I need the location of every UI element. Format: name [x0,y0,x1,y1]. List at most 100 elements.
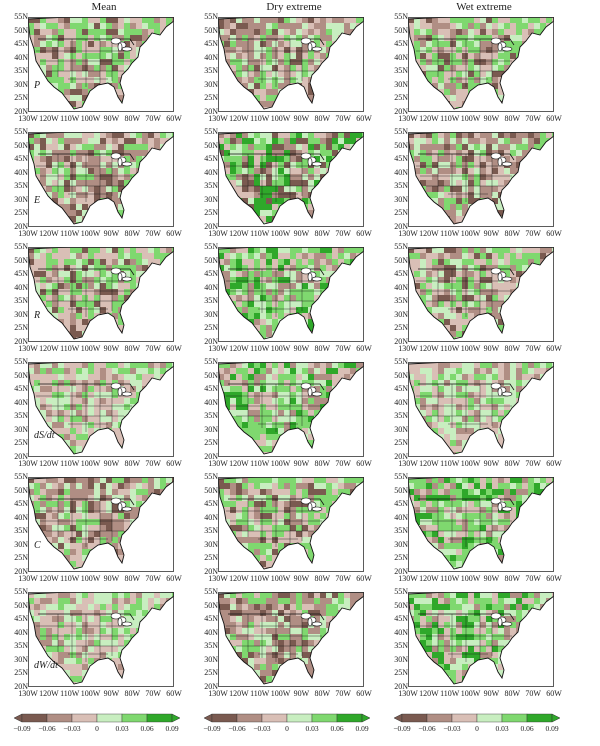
lon-tick-label: 100W [80,459,101,468]
lat-tick-label: 25N [394,438,408,448]
lon-tick-label: 60W [356,689,372,698]
lat-tick-label: 55N [14,127,28,136]
lat-tick-label: 20N [204,222,218,231]
lon-tick-label: 60W [356,574,372,583]
lat-tick-label: 30N [14,194,28,204]
us-map [28,17,174,112]
colorbar-tick-label: −0.06 [418,724,436,733]
lat-tick-label: 30N [14,654,28,664]
colorbar-bar [14,713,181,723]
lon-tick-label: 60W [166,344,182,353]
colorbar-tick-label: −0.03 [253,724,271,733]
lon-tick-label: 80W [314,114,331,123]
lat-tick-label: 45N [14,269,28,279]
lat-tick-label: 25N [204,553,218,563]
lat-tick-label: 45N [14,499,28,509]
us-map [218,132,364,227]
lon-tick-label: 100W [270,229,291,238]
us-map [408,592,554,687]
lon-tick-label: 120W [229,344,249,353]
lat-tick-label: 40N [14,282,28,292]
lat-tick-label: 30N [204,309,218,319]
lon-tick-label: 90W [483,689,500,698]
lon-tick-label: 110W [250,689,270,698]
lon-tick-label: 60W [166,574,182,583]
lon-tick-label: 110W [440,689,460,698]
lat-tick-label: 35N [204,66,218,76]
lat-tick-label: 40N [14,627,28,637]
lon-tick-label: 70W [145,344,161,353]
colorbar-tick-label: 0.06 [330,724,344,733]
lon-tick-label: 70W [335,689,351,698]
lon-tick-label: 70W [525,114,541,123]
lat-tick-label: 20N [14,337,28,346]
lon-tick-label: 130W [398,344,418,353]
lon-tick-label: 70W [525,344,541,353]
colorbar-bar [204,713,371,723]
lon-tick-label: 130W [18,459,38,468]
colorbar-tick-label: 0.03 [305,724,319,733]
lon-tick-label: 120W [229,229,249,238]
lon-tick-label: 80W [314,459,331,468]
lon-tick-label: 80W [504,229,521,238]
lat-tick-label: 30N [394,79,408,89]
us-map [218,247,364,342]
map-panel: 55N 50N 45N 40N 35N 30N 25N 20N 130W 120W 110W 100W… [204,587,372,702]
lon-tick-label: 70W [525,459,541,468]
lon-tick-label: 70W [335,344,351,353]
variable-label: E [34,195,41,206]
lat-tick-label: 20N [394,682,408,691]
lon-tick-label: 130W [208,114,228,123]
lon-tick-label: 120W [39,459,59,468]
lon-tick-label: 60W [546,689,562,698]
lon-tick-label: 110W [250,459,270,468]
lat-tick-label: 55N [394,472,408,481]
map-panel: 55N 50N 45N 40N 35N 30N 25N 20N 130W 120W 110W 100W… [204,472,372,587]
lon-tick-label: 120W [39,114,59,123]
map-panel: 55N 50N 45N 40N 35N 30N 25N 20N 130W 120W 110W 100W… [204,12,372,127]
lat-tick-label: 20N [14,452,28,461]
lon-tick-label: 80W [504,344,521,353]
lat-tick-label: 35N [204,181,218,191]
lat-tick-label: 25N [14,323,28,333]
lon-tick-label: 90W [293,114,310,123]
lat-tick-label: 55N [14,12,28,21]
lon-tick-label: 100W [460,689,481,698]
lat-tick-label: 40N [14,512,28,522]
us-map [408,17,554,112]
lon-tick-label: 60W [166,459,182,468]
lon-tick-label: 130W [208,229,228,238]
lon-tick-label: 130W [18,114,38,123]
lat-tick-label: 40N [394,52,408,62]
us-map [408,362,554,457]
lon-tick-label: 120W [229,114,249,123]
lat-tick-label: 20N [204,567,218,576]
lon-tick-label: 80W [314,344,331,353]
lon-tick-label: 60W [356,459,372,468]
lon-tick-label: 110W [60,459,80,468]
lat-tick-label: 50N [204,370,218,380]
us-map [28,362,174,457]
lat-tick-label: 50N [394,370,408,380]
lon-tick-label: 100W [270,344,291,353]
lon-tick-label: 80W [124,459,141,468]
lat-tick-label: 25N [394,208,408,218]
lon-tick-label: 100W [270,459,291,468]
lat-tick-label: 40N [204,512,218,522]
lon-tick-label: 70W [335,574,351,583]
variable-label: R [34,310,41,321]
map-panel: 55N 50N 45N 40N 35N 30N 25N 20N 130W 120W 110W 100W… [394,472,562,587]
lat-tick-label: 35N [14,411,28,421]
lat-tick-label: 35N [394,66,408,76]
variable-label: dS/dt [34,430,55,441]
lat-tick-label: 45N [394,269,408,279]
lat-tick-label: 25N [394,323,408,333]
lon-tick-label: 100W [460,114,481,123]
lat-tick-label: 25N [204,323,218,333]
lat-tick-label: 25N [204,668,218,678]
lat-tick-label: 45N [204,614,218,624]
lat-tick-label: 20N [204,452,218,461]
lat-tick-label: 50N [14,255,28,265]
lat-tick-label: 20N [394,337,408,346]
lat-tick-label: 20N [14,682,28,691]
